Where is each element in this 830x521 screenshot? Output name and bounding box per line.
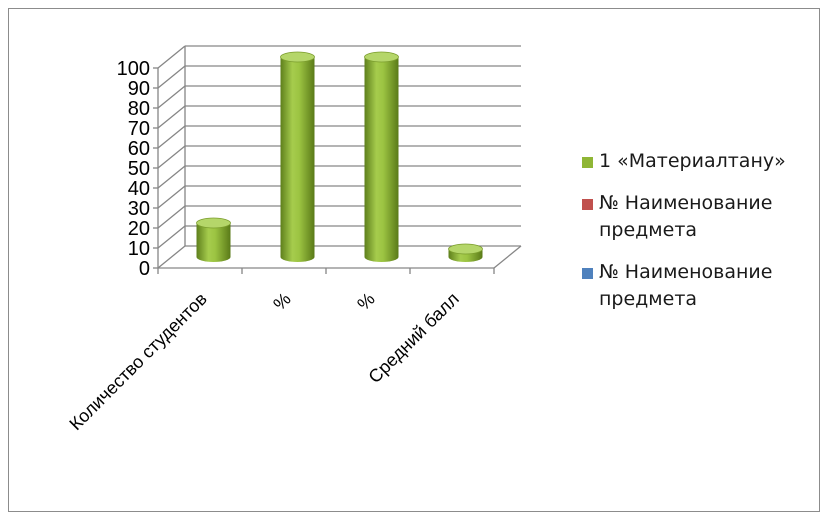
- y-tick-label-0: 0: [139, 258, 150, 280]
- bar-0: [196, 217, 231, 262]
- x-tick-label-0: Количество студентов: [65, 289, 210, 434]
- wall-gridline-3: [157, 185, 186, 209]
- x-tick-label-3: Средний балл: [364, 289, 462, 387]
- bar-top-1: [280, 51, 315, 63]
- legend: 1 «Материалтану» № Наименование предмета…: [572, 148, 822, 313]
- bar-2: [364, 51, 399, 262]
- legend-item-series-2: № Наименование предмета: [572, 190, 822, 244]
- legend-swatch-series-2: [582, 199, 593, 210]
- y-tick-label-8: 80: [128, 98, 150, 120]
- bar-1: [280, 51, 315, 262]
- y-tick-label-9: 90: [128, 78, 150, 100]
- wall-gridline-8: [157, 85, 186, 109]
- legend-swatch-series-1: [582, 157, 593, 168]
- wall-gridline-2: [157, 205, 186, 229]
- legend-item-series-1: 1 «Материалтану»: [572, 148, 822, 175]
- bar-top-2: [364, 51, 399, 63]
- bar-body-2: [364, 57, 399, 262]
- wall-gridline-9: [157, 65, 186, 89]
- chart-frame: [8, 8, 820, 512]
- legend-label-series-2: № Наименование предмета: [599, 192, 773, 241]
- bar-top-0: [196, 217, 231, 229]
- wall-gridline-7: [157, 105, 186, 129]
- legend-swatch-series-3: [582, 268, 593, 279]
- wall-gridline-5: [157, 145, 186, 169]
- x-tick-label-2: %: [353, 289, 378, 314]
- legend-label-series-3: № Наименование предмета: [599, 261, 773, 310]
- bar-body-0: [196, 223, 231, 262]
- wall-gridline-0: [157, 245, 186, 269]
- x-tick-label-1: %: [269, 289, 294, 314]
- wall-gridline-4: [157, 165, 186, 189]
- bar-body-1: [280, 57, 315, 262]
- bar-3: [448, 243, 483, 262]
- bar-top-3: [448, 243, 483, 255]
- y-tick-label-1: 10: [128, 238, 150, 260]
- wall-gridline-10: [157, 45, 186, 69]
- y-tick-label-3: 30: [128, 198, 150, 220]
- y-tick-label-7: 70: [128, 118, 150, 140]
- floor-right-edge: [493, 245, 522, 269]
- legend-item-series-3: № Наименование предмета: [572, 259, 822, 313]
- legend-label-series-1: 1 «Материалтану»: [599, 150, 786, 172]
- y-tick-label-5: 50: [128, 158, 150, 180]
- y-tick-label-2: 20: [128, 218, 150, 240]
- y-tick-label-10: 100: [117, 58, 150, 80]
- y-tick-label-4: 40: [128, 178, 150, 200]
- y-tick-label-6: 60: [128, 138, 150, 160]
- wall-gridline-6: [157, 125, 186, 149]
- wall-gridline-1: [157, 225, 186, 249]
